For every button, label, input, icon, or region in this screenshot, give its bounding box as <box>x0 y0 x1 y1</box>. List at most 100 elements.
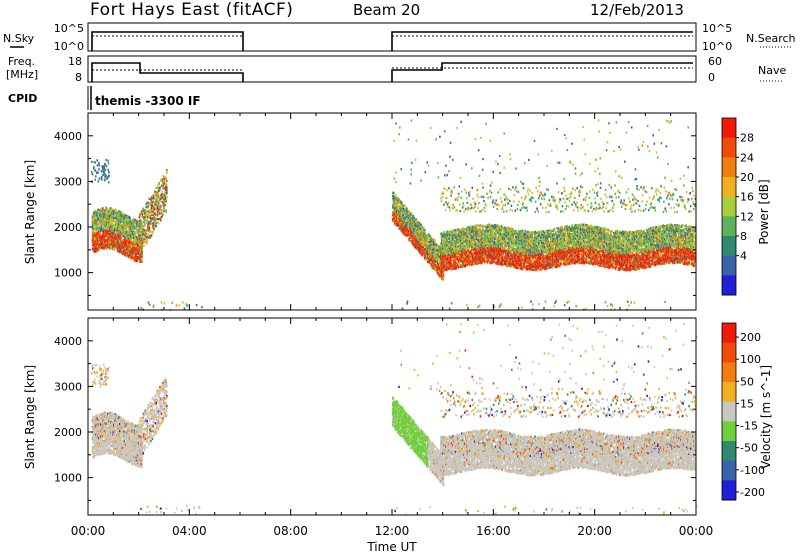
scatter-cell <box>153 198 155 200</box>
scatter-cell <box>102 207 104 209</box>
scatter-cell <box>475 240 477 242</box>
scatter-cell <box>150 220 152 222</box>
scatter-cell <box>104 172 106 174</box>
scatter-cell <box>459 252 461 254</box>
scatter-cell <box>94 161 96 163</box>
scatter-cell <box>164 182 166 184</box>
scatter-cell <box>146 219 148 221</box>
scatter-cell <box>165 176 167 178</box>
scatter-cell <box>118 226 120 228</box>
scatter-cell <box>157 184 159 186</box>
scatter-cell <box>408 230 410 232</box>
scatter-cell <box>150 217 152 219</box>
scatter-cell <box>121 239 123 241</box>
scatter-cell <box>144 223 146 225</box>
scatter-cell <box>164 200 166 202</box>
scatter-cell <box>476 194 478 196</box>
scatter-cell <box>163 207 165 209</box>
scatter-cell <box>479 202 481 204</box>
scatter-cell <box>94 243 96 245</box>
scatter-cell <box>452 204 454 206</box>
scatter-cell <box>146 233 148 235</box>
scatter-cell <box>166 196 168 198</box>
scatter-cell <box>157 214 159 216</box>
scatter-cell <box>102 168 104 170</box>
nsearch-label: N.Search <box>746 32 796 45</box>
scatter-cell <box>152 205 154 207</box>
scatter-cell <box>157 197 159 199</box>
nsky-trace <box>92 32 693 51</box>
scatter-cell <box>411 213 413 215</box>
scatter-cell <box>142 213 144 215</box>
scatter-cell <box>152 223 154 225</box>
scatter-cell <box>478 196 480 198</box>
scatter-cell <box>448 202 450 204</box>
scatter-cell <box>465 208 467 210</box>
scatter-cell <box>439 256 441 258</box>
scatter-cell <box>451 268 453 270</box>
scatter-cell <box>125 228 127 230</box>
scatter-cell <box>139 243 141 245</box>
scatter-cell <box>146 239 148 241</box>
scatter-cell <box>440 258 442 260</box>
scatter-cell <box>91 171 93 173</box>
cpid-label: CPID <box>8 92 37 105</box>
scatter-cell <box>445 201 447 203</box>
scatter-cell <box>446 189 448 191</box>
scatter-cell <box>467 235 469 237</box>
scatter-cell <box>456 209 458 211</box>
scatter-cell <box>120 249 122 251</box>
freq-trace <box>92 63 693 82</box>
scatter-cell <box>477 225 479 227</box>
scatter-cell <box>445 209 447 211</box>
scatter-cell <box>149 198 151 200</box>
scatter-cell <box>443 274 445 276</box>
scatter-cell <box>160 205 162 207</box>
scatter-cell <box>158 218 160 220</box>
scatter-cell <box>448 268 450 270</box>
scatter-cell <box>143 216 145 218</box>
scatter-cell <box>139 248 141 250</box>
scatter-cell <box>144 225 146 227</box>
scatter-cell <box>146 215 148 217</box>
scatter-cell <box>457 199 459 201</box>
scatter-cell <box>463 205 465 207</box>
scatter-cell <box>443 277 445 279</box>
scatter-cell <box>155 214 157 216</box>
scatter-cell <box>139 235 141 237</box>
scatter-cell <box>166 184 168 186</box>
scatter-cell <box>141 254 143 256</box>
scatter-cell <box>165 199 167 201</box>
scatter-cell <box>143 241 145 243</box>
scatter-cell <box>450 195 452 197</box>
scatter-cell <box>165 210 167 212</box>
scatter-cell <box>101 226 103 228</box>
scatter-cell <box>96 171 98 173</box>
scatter-cell <box>151 234 153 236</box>
scatter-cell <box>166 170 168 172</box>
nave-tick-top: 60 <box>708 55 722 68</box>
scatter-cell <box>454 259 456 261</box>
scatter-cell <box>479 227 481 229</box>
scatter-cell <box>468 207 470 209</box>
scatter-cell <box>155 200 157 202</box>
scatter-cell <box>129 219 131 221</box>
scatter-cell <box>478 241 480 243</box>
scatter-cell <box>97 164 99 166</box>
scatter-cell <box>464 189 466 191</box>
scatter-cell <box>145 209 147 211</box>
scatter-cell <box>99 177 101 179</box>
nsearch-tick-bottom: 10^0 <box>702 40 732 53</box>
scatter-cell <box>107 160 109 162</box>
scatter-cell <box>162 194 164 196</box>
scatter-cell <box>393 192 395 194</box>
scatter-cell <box>155 218 157 220</box>
scatter-cell <box>462 202 464 204</box>
scatter-cell <box>162 214 164 216</box>
scatter-cell <box>148 237 150 239</box>
scatter-cell <box>93 166 95 168</box>
scatter-cell <box>463 210 465 212</box>
scatter-cell <box>413 217 415 219</box>
scatter-cell <box>94 169 96 171</box>
nsky-label: N.Sky <box>3 32 35 45</box>
